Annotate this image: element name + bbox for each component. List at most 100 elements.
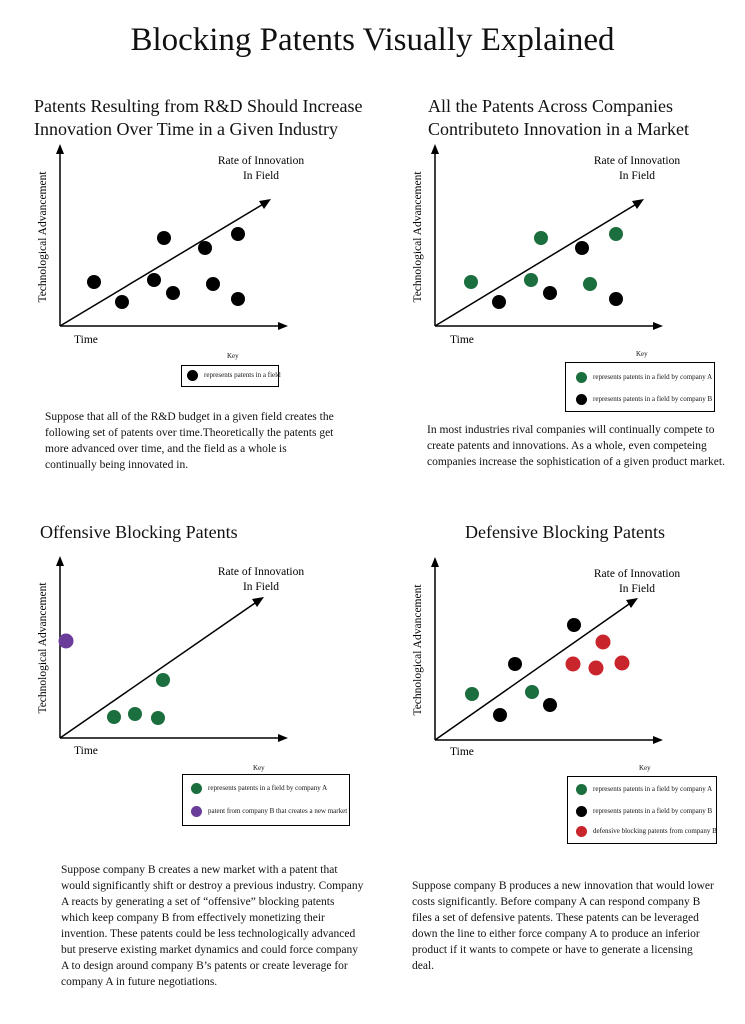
key-label: Key <box>639 764 651 772</box>
trend-arrowhead <box>252 597 264 607</box>
trend-label-line1: Rate of Innovation <box>218 566 304 578</box>
x-axis-label: Time <box>74 334 98 346</box>
company-b-patent-dot <box>492 295 506 309</box>
panel-rd-patents: Patents Resulting from R&D Should Increa… <box>0 0 372 490</box>
trend-label-line1: Rate of Innovation <box>594 568 680 580</box>
panel-description: Suppose company B creates a new market w… <box>61 864 364 988</box>
patent-dot <box>198 241 212 255</box>
panel-offensive-blocking: Offensive Blocking Patents Rate of Innov… <box>0 500 372 990</box>
defensive-patent-dot <box>565 656 581 672</box>
purple-dot-icon <box>191 806 202 817</box>
legend-item: defensive blocking patents from company … <box>576 826 717 837</box>
company-b-patent-dot <box>493 708 507 722</box>
patent-dot <box>231 292 245 306</box>
patent-dot <box>147 273 161 287</box>
company-a-patent-dot <box>583 277 597 291</box>
green-dot-icon <box>576 784 587 795</box>
defensive-patent-dot <box>614 655 630 671</box>
x-axis-arrowhead <box>653 736 663 744</box>
trend-line <box>434 202 639 327</box>
y-axis-label: Technological Advancement <box>37 582 49 714</box>
company-b-patent-dot <box>567 618 581 632</box>
trend-arrowhead <box>626 598 638 608</box>
panel-description: Suppose that all of the R&D budget in a … <box>45 411 334 471</box>
panel-title: Patents Resulting from R&D Should Increa… <box>34 96 363 139</box>
new-market-patent-dot <box>58 633 74 649</box>
trend-line <box>59 202 266 327</box>
company-b-patent-dot <box>575 241 589 255</box>
panel-description: Suppose company B produces a new innovat… <box>412 880 714 972</box>
black-dot-icon <box>187 370 198 381</box>
legend-item: represents patents in a field by company… <box>576 784 712 795</box>
patent-dot <box>115 295 129 309</box>
company-b-patent-dot <box>543 698 557 712</box>
trend-arrowhead <box>632 199 644 209</box>
trend-label-line2: In Field <box>619 170 655 182</box>
company-a-patent-dot <box>128 707 142 721</box>
patent-dot <box>157 231 171 245</box>
company-a-patent-dot <box>151 711 165 725</box>
company-a-patent-dot <box>465 687 479 701</box>
key-label: Key <box>227 352 239 360</box>
x-axis-label: Time <box>450 334 474 346</box>
red-dot-icon <box>576 826 587 837</box>
defensive-patent-dot <box>588 660 604 676</box>
innovation-plot: Rate of Innovation In Field Technologica… <box>37 556 304 757</box>
black-dot-icon <box>576 806 587 817</box>
legend-item: represents patents in a field by company… <box>191 783 327 794</box>
company-a-patent-dot <box>524 273 538 287</box>
panel-competing-companies: All the Patents Across Companies Contribu… <box>373 0 745 490</box>
x-axis-arrowhead <box>278 734 288 742</box>
green-dot-icon <box>576 372 587 383</box>
patent-dot <box>166 286 180 300</box>
panel-description: In most industries rival companies will … <box>427 424 725 468</box>
innovation-plot: Rate of Innovation In Field Technologica… <box>412 557 680 758</box>
company-b-patent-dot <box>508 657 522 671</box>
trend-label-line2: In Field <box>243 170 279 182</box>
trend-line <box>434 601 633 741</box>
patent-dot <box>206 277 220 291</box>
x-axis-arrowhead <box>278 322 288 330</box>
legend-item: represents patents in a field by company… <box>576 372 712 383</box>
x-axis-label: Time <box>450 746 474 758</box>
x-axis-arrowhead <box>653 322 663 330</box>
legend: represents patents in a field by company… <box>565 362 715 412</box>
company-b-patent-dot <box>609 292 623 306</box>
legend-item: represents patents in a field by company… <box>576 394 712 405</box>
patent-dot <box>231 227 245 241</box>
y-axis-arrowhead <box>56 556 64 566</box>
x-axis-label: Time <box>74 745 98 757</box>
panel-title: Offensive Blocking Patents <box>40 522 238 542</box>
legend-item: represents patents in a field by company… <box>576 806 712 817</box>
patent-dot <box>87 275 101 289</box>
legend-item: represents patents in a field <box>187 370 281 381</box>
legend: represents patents in a field by company… <box>182 774 350 826</box>
trend-label-line2: In Field <box>243 581 279 593</box>
innovation-plot: Rate of Innovation In Field Technologica… <box>37 144 304 346</box>
page-title: Blocking Patents Visually Explained <box>130 22 615 58</box>
trend-label-line1: Rate of Innovation <box>594 155 680 167</box>
defensive-patent-dot <box>595 634 611 650</box>
panel-title: Defensive Blocking Patents <box>465 522 665 542</box>
company-a-patent-dot <box>156 673 170 687</box>
company-a-patent-dot <box>525 685 539 699</box>
y-axis-label: Technological Advancement <box>37 171 49 303</box>
y-axis-label: Technological Advancement <box>412 584 424 716</box>
black-dot-icon <box>576 394 587 405</box>
y-axis-arrowhead <box>56 144 64 154</box>
y-axis-arrowhead <box>431 557 439 567</box>
panel-defensive-blocking: Defensive Blocking Patents Rate of Innov… <box>373 500 745 990</box>
company-a-patent-dot <box>534 231 548 245</box>
company-a-patent-dot <box>609 227 623 241</box>
trend-arrowhead <box>259 199 271 209</box>
trend-label-line1: Rate of Innovation <box>218 155 304 167</box>
company-a-patent-dot <box>107 710 121 724</box>
y-axis-arrowhead <box>431 144 439 154</box>
green-dot-icon <box>191 783 202 794</box>
innovation-plot: Rate of Innovation In Field Technologica… <box>412 144 680 346</box>
panel-title: All the Patents Across Companies Contribu… <box>428 96 689 139</box>
key-label: Key <box>636 350 648 358</box>
company-b-patent-dot <box>543 286 557 300</box>
legend-item: patent from company B that creates a new… <box>191 806 347 817</box>
y-axis-label: Technological Advancement <box>412 171 424 303</box>
